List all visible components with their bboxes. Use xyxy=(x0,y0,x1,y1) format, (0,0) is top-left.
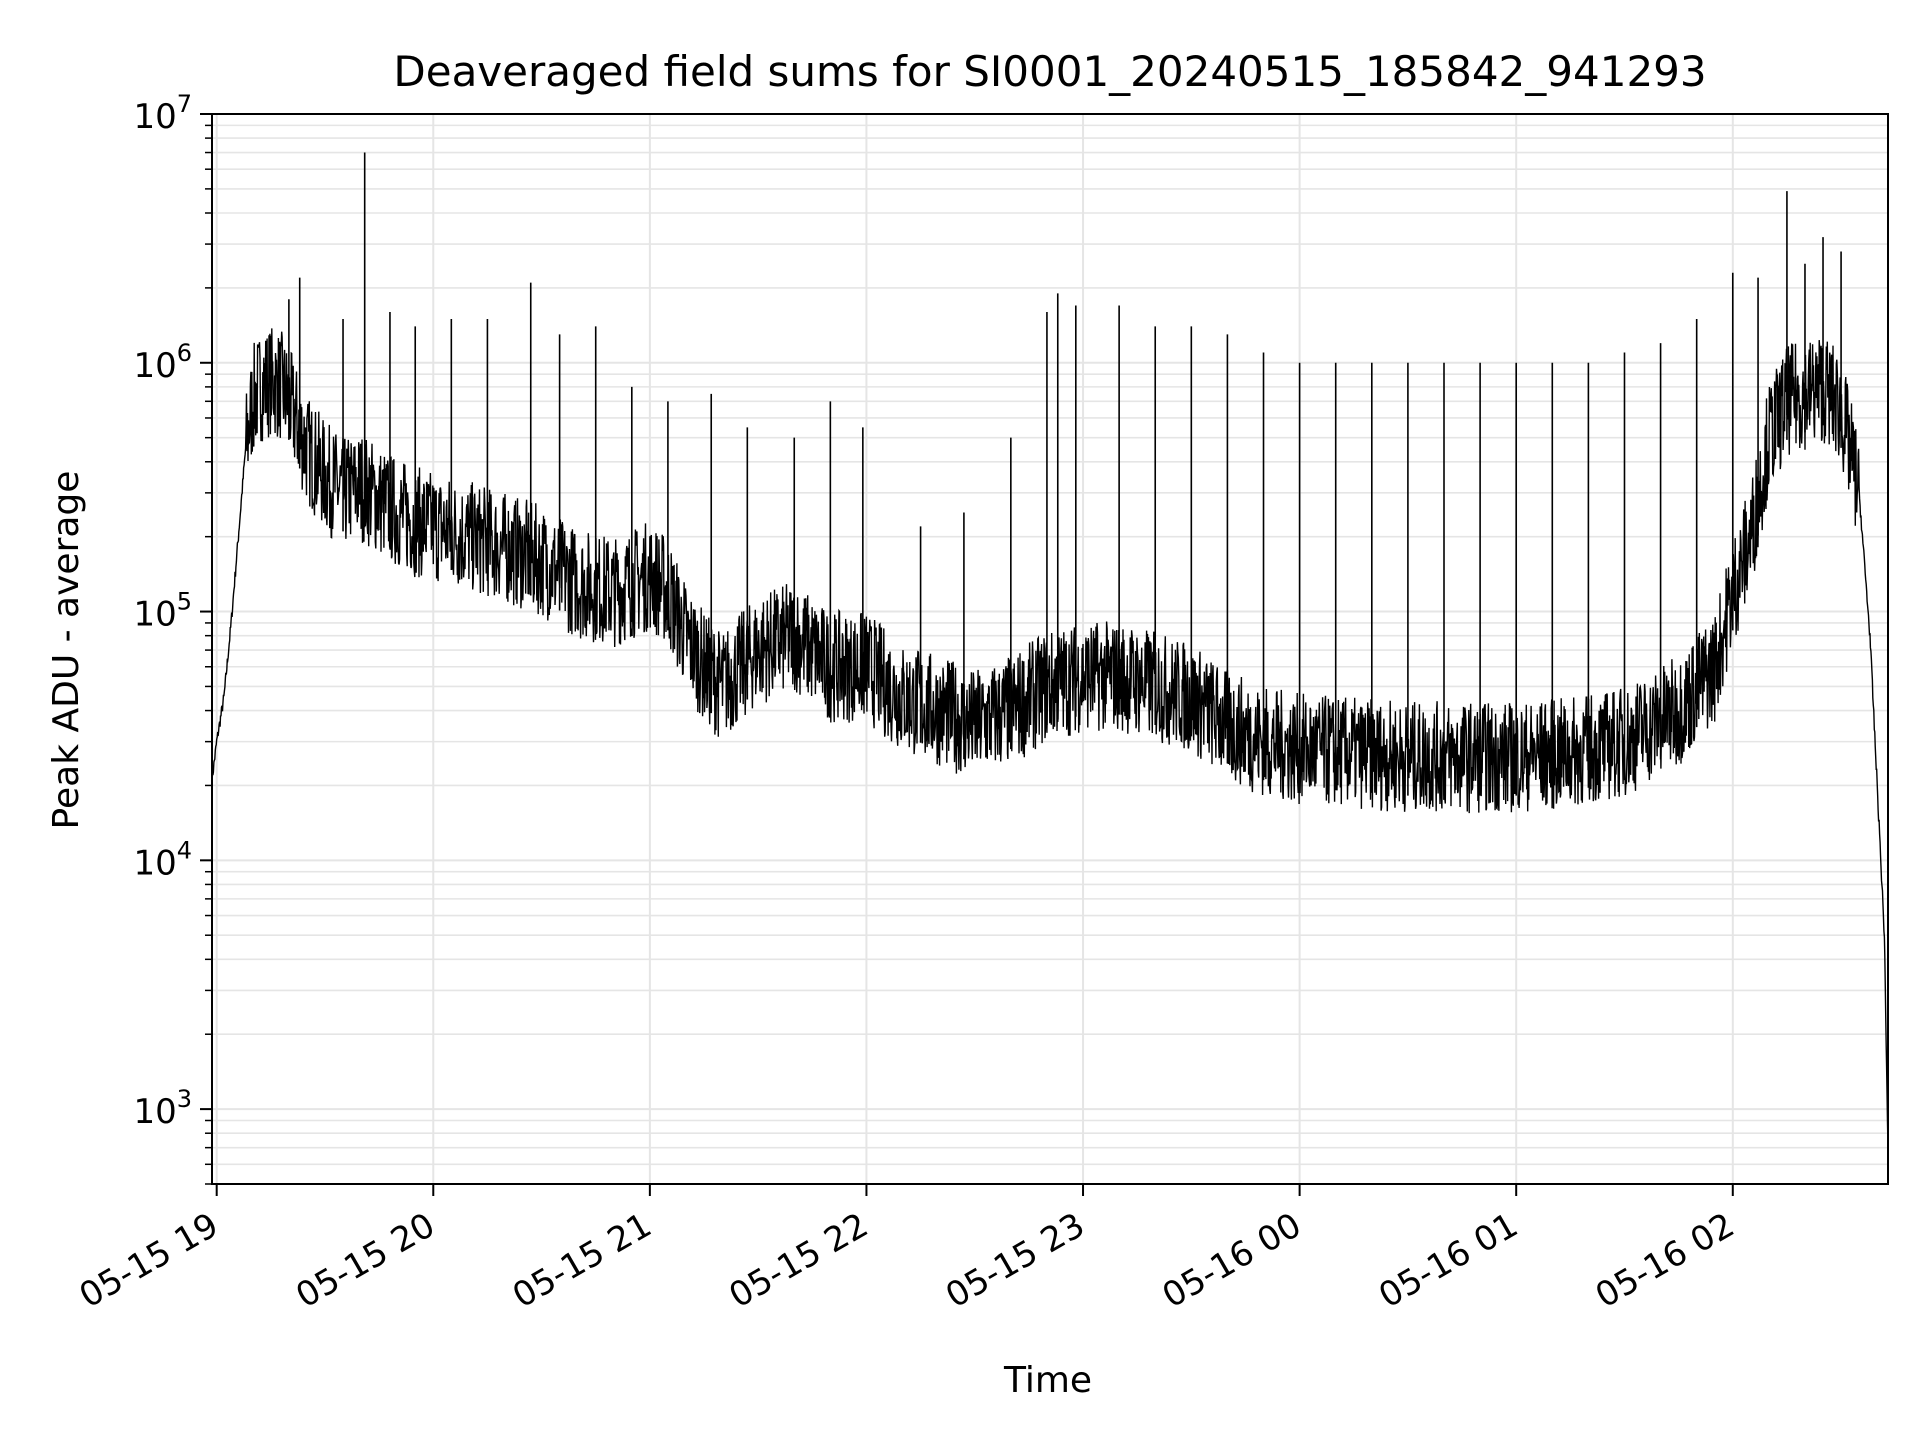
gridlines xyxy=(212,114,1888,1185)
y-axis-label: Peak ADU - average xyxy=(46,471,87,830)
y-tick-label: 105 xyxy=(133,588,192,635)
y-axis: 103 104 105 106 107 xyxy=(133,90,212,1185)
y-tick-label: 103 xyxy=(133,1085,192,1132)
y-tick-label: 106 xyxy=(133,339,192,386)
chart-title: Deaveraged field sums for SI0001_2024051… xyxy=(393,47,1706,96)
plot-frame xyxy=(211,113,1889,1185)
spike-lines xyxy=(288,152,1842,796)
y-tick-label: 104 xyxy=(133,836,192,883)
plot-area xyxy=(212,152,1888,1148)
series-line xyxy=(212,328,1888,1148)
y-tick-label: 107 xyxy=(133,90,192,137)
x-axis-label: Time xyxy=(1003,1360,1092,1401)
